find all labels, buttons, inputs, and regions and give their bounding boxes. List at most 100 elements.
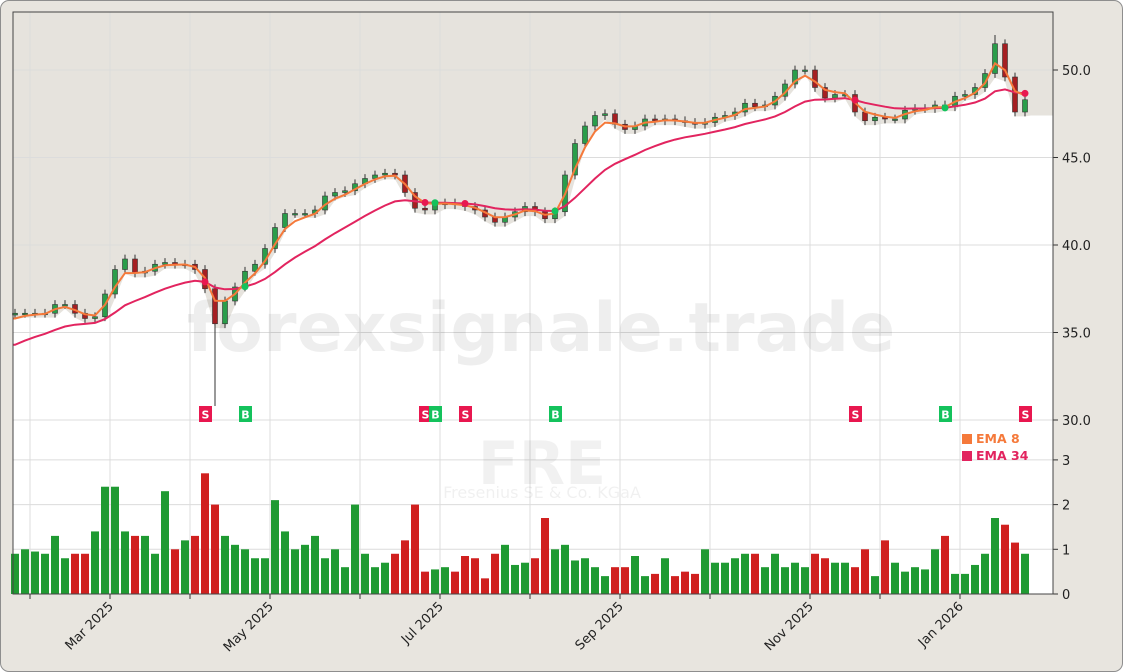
volume-bar [411,504,419,594]
volume-tick-label: 2 [1062,499,1070,514]
volume-bar [631,556,639,594]
candle-body [892,118,898,121]
volume-bar [741,553,749,594]
candle-body [162,262,168,265]
volume-bar [611,567,619,594]
volume-bar [21,549,29,594]
volume-bar [571,560,579,594]
sell-signal-marker: S [1019,406,1032,422]
volume-bar [991,518,999,594]
volume-bar [211,504,219,594]
volume-bar [551,549,559,594]
volume-bar [291,549,299,594]
signal-box [939,406,952,422]
candle-body [572,143,578,176]
price-area-fill [13,74,1053,594]
volume-bar [871,576,879,594]
candle-body [272,227,278,249]
volume-bar [391,553,399,594]
candle-body [1022,99,1028,113]
volume-bar [851,567,859,594]
volume-bar [881,540,889,594]
candle-body [752,102,758,108]
volume-bar [761,567,769,594]
volume-bar [1021,553,1029,594]
volume-bar [641,576,649,594]
volume-bar [331,549,339,594]
volume-bar [791,562,799,594]
volume-bar [321,558,329,594]
candle-body [62,304,68,307]
volume-bar [151,553,159,594]
candle-body [122,258,128,270]
candle-body [802,69,808,72]
signal-label: S [462,409,470,422]
volume-bar [461,556,469,594]
volume-bar [921,569,929,594]
volume-bar [261,558,269,594]
volume-bar [901,571,909,594]
volume-bar [541,518,549,594]
legend-item-ema8: EMA 8 [962,430,1028,447]
volume-bar [521,562,529,594]
candle-body [832,94,838,99]
volume-bar [221,535,229,594]
legend-item-ema34: EMA 34 [962,447,1028,464]
x-tick-label: May 2025 [221,599,277,655]
volume-bar [751,553,759,594]
volume-bar [41,553,49,594]
volume-bar [371,567,379,594]
volume-bar [451,571,459,594]
candle-body [382,172,388,176]
volume-bar [341,567,349,594]
candle-body [1002,43,1008,78]
ema8-swatch [962,433,972,444]
candle-body [252,263,258,272]
volume-bar [591,567,599,594]
ema34-swatch [962,450,972,461]
volume-bar [201,473,209,594]
sell-signal-marker: S [419,406,432,422]
volume-bar [831,562,839,594]
buy-signal-marker: B [239,406,252,422]
volume-bar [311,535,319,594]
signal-label: B [241,409,249,422]
candle-body [112,269,118,295]
signal-label: S [202,409,210,422]
volume-bar [91,531,99,594]
volume-bar [671,576,679,594]
volume-bar [951,573,959,594]
volume-bar [601,576,609,594]
crossover-dot [1021,89,1029,97]
candle-body [992,43,998,74]
volume-bar [801,567,809,594]
volume-bar [811,553,819,594]
volume-tick-label: 1 [1062,543,1070,558]
volume-bar [131,535,139,594]
buy-signal-marker: B [429,406,442,422]
volume-bar [911,567,919,594]
volume-bar [531,558,539,594]
ticker-watermark: FRE [478,429,606,499]
x-tick-label: Jan 2026 [915,599,967,651]
sell-signal-marker: S [849,406,862,422]
candle-body [222,300,228,325]
site-watermark: forexsignale.trade [187,289,896,368]
volume-bar [731,558,739,594]
signal-label: B [941,409,949,422]
candle-body [742,102,748,113]
candle-body [592,115,598,127]
candle-body [962,94,968,97]
crossover-dot [431,199,439,207]
price-tick-label: 30.0 [1062,414,1091,429]
signal-label: B [431,409,439,422]
signal-box [429,406,442,422]
volume-bar [381,562,389,594]
price-tick-label: 50.0 [1062,64,1091,79]
volume-bar [501,544,509,594]
volume-bar [821,558,829,594]
volume-tick-label: 3 [1062,454,1070,469]
candle-body [822,87,828,99]
